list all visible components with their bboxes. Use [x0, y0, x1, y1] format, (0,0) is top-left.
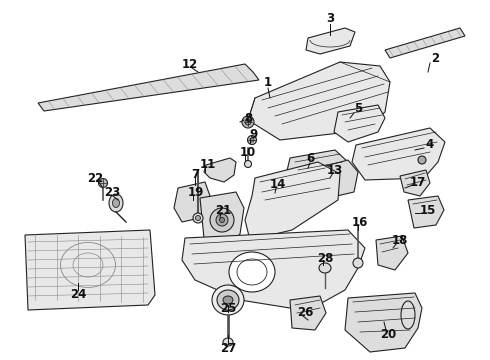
Polygon shape — [345, 293, 422, 352]
Ellipse shape — [418, 156, 426, 164]
Polygon shape — [182, 230, 365, 308]
Polygon shape — [286, 150, 348, 190]
Text: 12: 12 — [182, 58, 198, 72]
Text: 16: 16 — [352, 216, 368, 229]
Polygon shape — [290, 296, 326, 330]
Text: 21: 21 — [215, 203, 231, 216]
Ellipse shape — [250, 138, 254, 142]
Ellipse shape — [212, 285, 244, 315]
Text: 5: 5 — [354, 102, 362, 114]
Text: 28: 28 — [317, 252, 333, 265]
Text: 7: 7 — [191, 168, 199, 181]
Polygon shape — [200, 192, 244, 248]
Ellipse shape — [353, 258, 363, 268]
Text: 19: 19 — [188, 186, 204, 199]
Text: 17: 17 — [410, 176, 426, 189]
Ellipse shape — [217, 290, 239, 310]
Polygon shape — [376, 236, 408, 270]
Polygon shape — [385, 28, 465, 58]
Polygon shape — [204, 158, 236, 182]
Polygon shape — [174, 182, 210, 222]
Polygon shape — [306, 28, 355, 54]
Ellipse shape — [319, 263, 331, 273]
Ellipse shape — [247, 135, 256, 144]
Ellipse shape — [109, 194, 123, 212]
Polygon shape — [408, 196, 444, 228]
Text: 20: 20 — [380, 328, 396, 342]
Text: 3: 3 — [326, 12, 334, 24]
Polygon shape — [38, 64, 259, 111]
Polygon shape — [248, 62, 390, 140]
Text: 25: 25 — [220, 302, 236, 315]
Text: 18: 18 — [392, 234, 408, 247]
Ellipse shape — [223, 338, 233, 346]
Text: 4: 4 — [426, 139, 434, 152]
Text: 11: 11 — [200, 158, 216, 171]
Text: 10: 10 — [240, 145, 256, 158]
Ellipse shape — [113, 198, 120, 207]
Polygon shape — [25, 230, 155, 310]
Ellipse shape — [216, 214, 228, 226]
Text: 9: 9 — [249, 129, 257, 141]
Polygon shape — [352, 128, 445, 180]
Polygon shape — [400, 170, 430, 196]
Polygon shape — [245, 162, 340, 240]
Ellipse shape — [223, 296, 233, 304]
Ellipse shape — [193, 213, 203, 223]
Ellipse shape — [245, 119, 251, 125]
Text: 6: 6 — [306, 152, 314, 165]
Ellipse shape — [196, 216, 200, 220]
Text: 8: 8 — [244, 112, 252, 125]
Ellipse shape — [98, 179, 107, 188]
Ellipse shape — [229, 252, 275, 292]
Text: 22: 22 — [87, 171, 103, 184]
Ellipse shape — [245, 161, 251, 167]
Text: 27: 27 — [220, 342, 236, 355]
Text: 2: 2 — [431, 51, 439, 64]
Text: 23: 23 — [104, 186, 120, 199]
Ellipse shape — [242, 116, 254, 128]
Ellipse shape — [220, 217, 224, 222]
Text: 26: 26 — [297, 306, 313, 320]
Text: 13: 13 — [327, 163, 343, 176]
Text: 1: 1 — [264, 76, 272, 89]
Ellipse shape — [210, 208, 234, 232]
Text: 24: 24 — [70, 288, 86, 301]
Polygon shape — [314, 160, 358, 198]
Text: 15: 15 — [420, 203, 436, 216]
Polygon shape — [334, 105, 385, 142]
Text: 14: 14 — [270, 179, 286, 192]
